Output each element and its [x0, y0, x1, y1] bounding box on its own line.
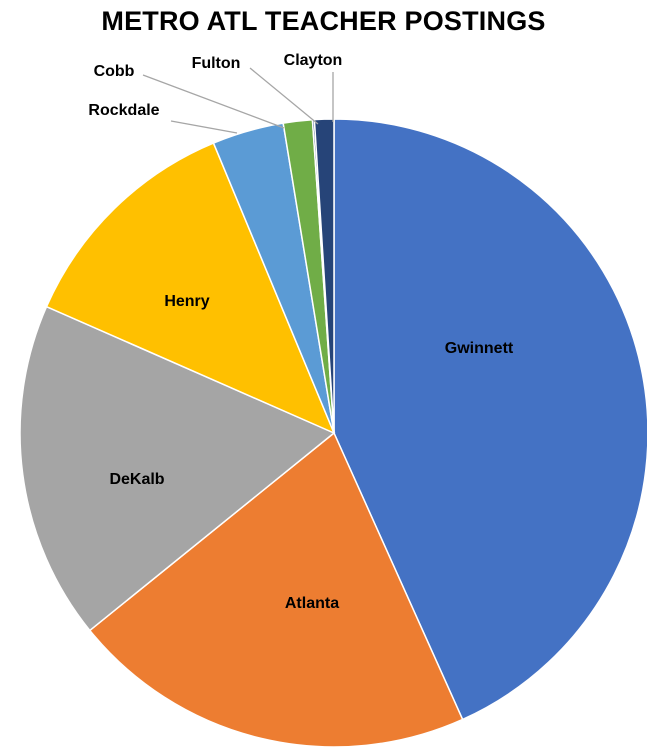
pie-slices — [19, 118, 647, 748]
leader-lines — [142, 67, 334, 134]
pie-slice-dekalb — [19, 305, 336, 632]
slice-label-fulton: Fulton — [192, 55, 241, 72]
leader-line-fulton — [249, 67, 319, 125]
slice-labels: Gwinnett Atlanta DeKalb Henry Rockdale Cobb Fu… — [88, 52, 513, 612]
slice-label-rockdale: Rockdale — [88, 102, 159, 119]
chart-title: METRO ATL TEACHER POSTINGS — [101, 6, 546, 36]
slice-label-dekalb: DeKalb — [109, 471, 164, 488]
leader-line-cobb — [142, 74, 285, 129]
slice-label-gwinnett: Gwinnett — [445, 340, 514, 357]
pie-slice-henry — [45, 142, 336, 435]
pie-slice-clayton — [313, 118, 335, 434]
slice-label-cobb: Cobb — [94, 63, 135, 80]
slice-label-atlanta: Atlanta — [285, 595, 339, 612]
pie-slice-gwinnett — [333, 118, 647, 721]
pie-slice-atlanta — [88, 431, 464, 748]
slice-label-henry: Henry — [164, 293, 209, 310]
slice-label-clayton: Clayton — [284, 52, 343, 69]
leader-line-rockdale — [170, 120, 238, 134]
